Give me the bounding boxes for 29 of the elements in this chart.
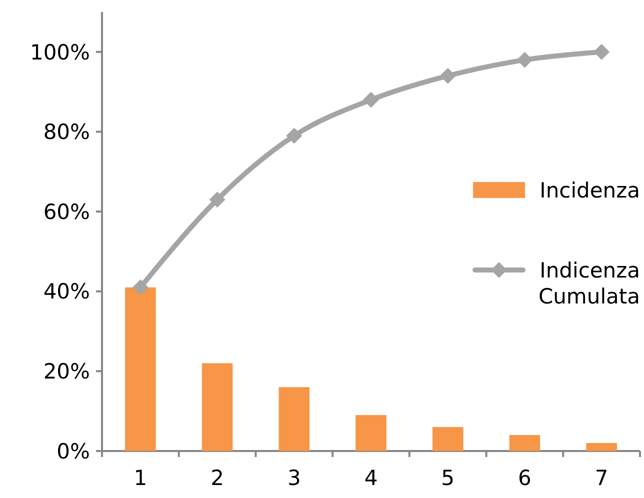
- point: [363, 92, 379, 108]
- y-tick-label: 60%: [43, 200, 90, 224]
- bar: [202, 363, 233, 451]
- x-tick-label: 7: [594, 466, 608, 490]
- y-tick-label: 100%: [30, 40, 90, 64]
- x-tick-label: 4: [364, 466, 378, 490]
- point: [286, 128, 302, 144]
- point: [594, 44, 610, 60]
- x-tick-label: 3: [287, 466, 301, 490]
- bar: [125, 287, 156, 451]
- point: [132, 279, 148, 296]
- x-tick-label: 5: [441, 466, 455, 490]
- bar: [432, 427, 464, 451]
- point: [209, 192, 226, 208]
- point: [440, 68, 456, 84]
- bar: [509, 435, 540, 451]
- bar: [586, 443, 617, 451]
- bar: [356, 415, 386, 451]
- point: [516, 52, 533, 68]
- legend-label: Indicenza Cumulata: [538, 258, 640, 309]
- y-tick-label: 40%: [43, 280, 90, 304]
- y-tick-label: 0%: [56, 439, 90, 464]
- y-tick-label: 20%: [43, 360, 90, 384]
- x-tick-label: 1: [134, 466, 148, 490]
- legend-label: Incidenza: [540, 178, 640, 202]
- x-tick-label: 6: [518, 466, 532, 490]
- x-tick-label: 2: [210, 466, 224, 490]
- y-tick-label: 80%: [43, 120, 90, 144]
- bar: [278, 387, 310, 451]
